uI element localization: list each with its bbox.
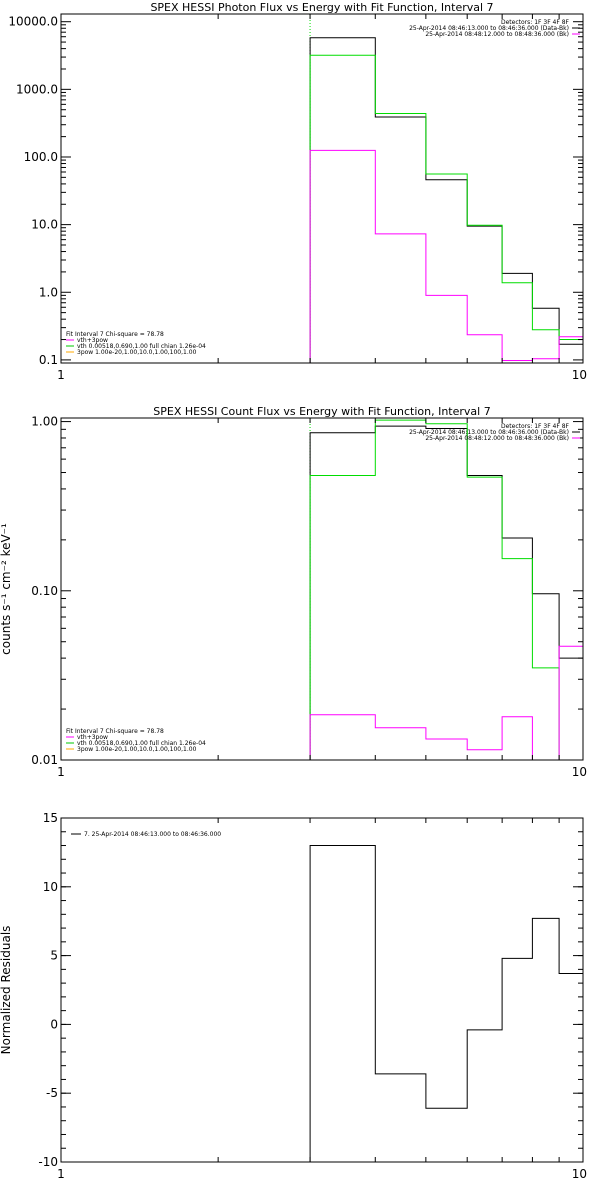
series-total-line [309,419,583,761]
legend-bottom-entry: vth 0.00518,0.690,1.00 full chian 1.26e-… [77,343,206,350]
legend-top-entry: Detectors: 1F 3F 4F 8F [501,19,570,26]
y-tick-label: -5 [46,1086,58,1100]
panel-1: SPEX HESSI Photon Flux vs Energy with Fi… [8,1,587,382]
legend-top-entry: 25-Apr-2014 08:46:13.000 to 08:46:36.000… [409,429,569,436]
y-tick-label: 10000.0 [8,15,58,29]
x-tick-label: 10 [572,1167,587,1181]
y-tick-label: 1.00 [31,415,58,429]
legend-top-entry: 25-Apr-2014 08:48:12.000 to 08:48:36.000… [425,31,569,38]
legend-bottom-entry: 3pow 1.00e-20,1.00,10.0,1.00,100,1.00 [77,349,197,356]
y-tick-label: 15 [43,811,58,825]
y-tick-label: -10 [38,1155,58,1169]
y-tick-label: 100.0 [24,150,58,164]
legend-top-entry: Detectors: 1F 3F 4F 8F [501,423,570,430]
y-axis-label: Normalized Residuals [0,926,13,1055]
y-tick-label: 0.10 [31,584,58,598]
series-data-line [309,37,583,363]
y-tick-label: 0 [50,1017,58,1031]
chart-title: SPEX HESSI Photon Flux vs Energy with Fi… [150,1,493,14]
legend-bottom-entry: vth+3pow [77,337,108,344]
x-tick-label: 1 [57,368,65,382]
y-tick-label: 5 [50,949,58,963]
legend-top-entry: 25-Apr-2014 08:48:12.000 to 08:48:36.000… [425,435,569,442]
y-tick-label: 1000.0 [16,82,58,96]
series-data-line [309,425,583,760]
y-tick-label: 10.0 [31,218,58,232]
series-bk-line [309,645,583,761]
series-bk-line [309,149,583,363]
x-tick-label: 1 [57,1167,65,1181]
y-tick-label: 0.1 [39,353,58,367]
y-tick-label: 1.0 [39,285,58,299]
legend-bottom-entry: vth 0.00518,0.690,1.00 full chian 1.26e-… [77,740,206,747]
legend-bottom-entry: Fit Interval 7 Chi-square = 78.78 [66,331,164,338]
legend-entry: 7. 25-Apr-2014 08:46:13.000 to 08:46:36.… [84,831,221,838]
legend-bottom-entry: 3pow 1.00e-20,1.00,10.0,1.00,100,1.00 [77,746,197,753]
legend-bottom-entry: vth+3pow [77,734,108,741]
y-tick-label: 10 [43,880,58,894]
plot-frame [60,13,584,364]
chart-title: SPEX HESSI Count Flux vs Energy with Fit… [153,405,490,418]
x-tick-label: 1 [57,765,65,779]
panel-2: SPEX HESSI Count Flux vs Energy with Fit… [0,405,587,779]
series-7-line [309,845,583,1162]
y-axis-label: counts s⁻¹ cm⁻² keV⁻¹ [0,523,13,655]
x-tick-label: 10 [572,765,587,779]
y-tick-label: 0.01 [31,753,58,767]
legend-top-entry: 25-Apr-2014 08:46:13.000 to 08:46:36.000… [409,25,569,32]
x-tick-label: 10 [572,368,587,382]
plot-frame [60,417,584,761]
legend-bottom-entry: Fit Interval 7 Chi-square = 78.78 [66,728,164,735]
plot-frame [60,817,584,1163]
panel-3: Normalized Residuals 1 10 15 10 5 0 -5 -10 7. 25-… [0,811,587,1181]
series-total-line [309,54,583,363]
